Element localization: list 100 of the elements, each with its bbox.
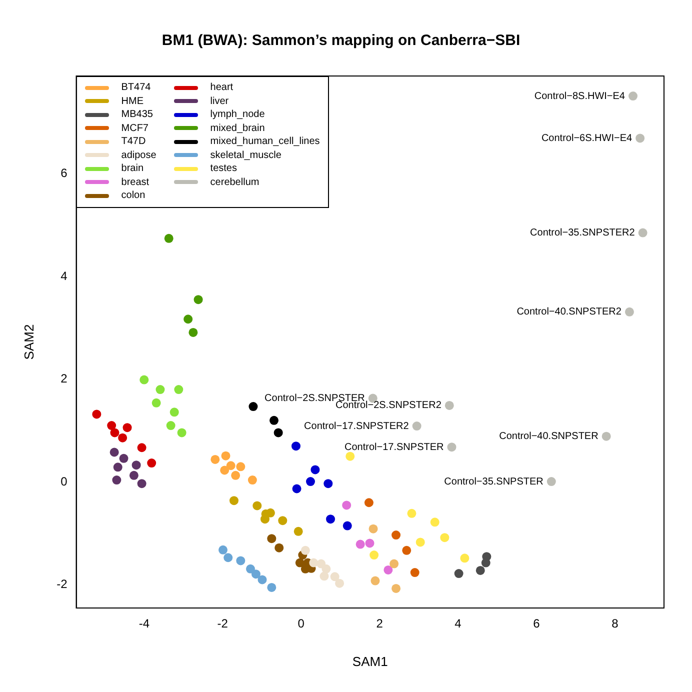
point: [118, 433, 128, 442]
point: [112, 476, 122, 485]
point: [295, 558, 304, 568]
point: [270, 416, 279, 425]
point: [129, 470, 138, 480]
legend-label: liver: [210, 96, 229, 107]
point: [602, 432, 611, 441]
legend-label: skeletal_muscle: [210, 150, 282, 161]
point: [368, 524, 378, 534]
point: [122, 423, 132, 432]
legend-label: brain: [121, 163, 144, 174]
y-tick-label: -2: [56, 577, 68, 592]
point: [113, 462, 122, 472]
point: [460, 554, 470, 563]
point: [335, 578, 344, 588]
chart-title: BM1 (BWA): Sammon’s mapping on Canberra−SBI: [162, 32, 520, 50]
point: [292, 484, 302, 494]
point: [310, 465, 320, 474]
x-tick-label: 2: [376, 616, 384, 631]
point: [224, 553, 233, 562]
point: [170, 408, 179, 417]
point: [251, 570, 260, 579]
point: [330, 572, 340, 582]
point: [274, 543, 284, 552]
point: [444, 400, 454, 410]
point: [274, 428, 283, 438]
legend-label: MCF7: [121, 122, 148, 134]
point: [177, 428, 186, 438]
point: [636, 134, 645, 143]
annotation: Control−35.SNPSTER: [444, 476, 544, 488]
y-tick-label: 6: [60, 166, 68, 180]
x-axis-title: SAM1: [352, 654, 388, 669]
legend-label: colon: [121, 190, 146, 202]
point: [322, 564, 331, 574]
annotation: Control−17.SNPSTER: [344, 442, 444, 453]
y-axis-title: SAM2: [21, 324, 36, 360]
x-tick-label: 4: [454, 616, 462, 631]
point: [300, 546, 310, 555]
y-tick-label: 0: [60, 474, 68, 488]
annotation: Control−40.SNPSTER: [499, 431, 598, 442]
legend-label: mixed_human_cell_lines: [210, 136, 320, 148]
point: [194, 295, 203, 304]
point: [132, 460, 141, 470]
point: [324, 479, 333, 488]
point: [365, 538, 374, 548]
point: [152, 398, 161, 408]
point: [110, 428, 120, 438]
point: [248, 476, 257, 485]
point: [119, 454, 128, 463]
point: [628, 92, 638, 101]
point: [248, 402, 258, 412]
y-tick-label: 4: [60, 268, 68, 283]
point: [320, 572, 329, 581]
point: [476, 566, 485, 575]
point: [638, 228, 648, 238]
point: [392, 530, 401, 540]
legend-label: MB435: [121, 109, 153, 120]
point: [306, 477, 315, 486]
point: [164, 234, 174, 243]
point: [267, 534, 276, 544]
point: [156, 385, 165, 394]
point: [252, 501, 262, 510]
legend-label: breast: [121, 176, 150, 188]
legend-label: heart: [210, 82, 234, 94]
legend-label: T47D: [121, 136, 146, 148]
x-tick-label: -2: [217, 616, 228, 631]
point: [218, 545, 228, 554]
annotation: Control−6S.HWI−E4: [541, 132, 632, 144]
point: [294, 526, 303, 536]
legend-label: adipose: [121, 150, 156, 161]
point: [356, 540, 365, 549]
point: [220, 466, 230, 475]
annotation: Control−35.SNPSTER2: [530, 228, 636, 239]
point: [412, 422, 422, 431]
legend-label: mixed_brain: [210, 122, 265, 134]
point: [210, 454, 220, 464]
point: [410, 568, 420, 578]
point: [407, 508, 416, 518]
point: [226, 461, 236, 470]
point: [229, 496, 238, 506]
point: [546, 477, 556, 486]
point: [364, 498, 374, 508]
point: [370, 576, 380, 586]
x-tick-label: 6: [533, 616, 540, 631]
point: [309, 558, 318, 568]
point: [326, 514, 336, 524]
point: [166, 421, 176, 430]
point: [447, 442, 456, 452]
point: [107, 421, 116, 430]
legend-label: BT474: [121, 82, 151, 94]
x-tick-label: 0: [298, 616, 305, 631]
point: [402, 546, 412, 555]
point: [246, 564, 255, 574]
annotation: Control−17.SNPSTER2: [304, 420, 410, 432]
point: [278, 516, 288, 526]
legend-label: testes: [210, 163, 237, 174]
point: [110, 448, 119, 457]
legend-label: HME: [121, 96, 144, 107]
annotation: Control−2S.SNPSTER2: [336, 400, 442, 412]
point: [147, 458, 156, 468]
